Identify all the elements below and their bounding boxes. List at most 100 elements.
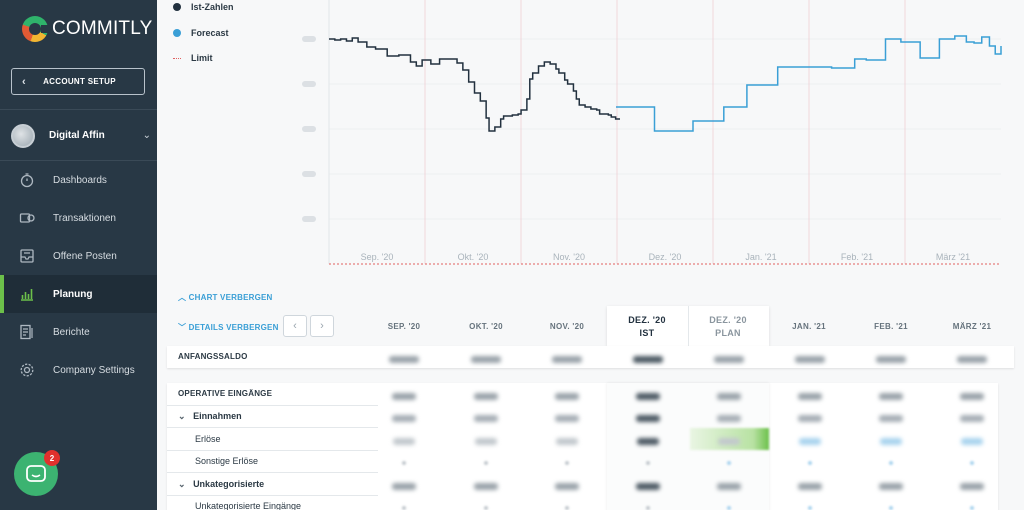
account-setup-label: ACCOUNT SETUP <box>43 77 116 86</box>
blurred-cell-value <box>889 461 893 465</box>
blurred-cell-value <box>484 506 488 510</box>
brand-logo[interactable]: COMMITLY <box>22 16 152 42</box>
row-label: Unkategorisierte <box>193 479 265 489</box>
chevron-right-icon: › <box>320 320 324 332</box>
blurred-cell-value <box>714 356 744 363</box>
blurred-cell-value <box>555 483 579 490</box>
sidebar-item-planung[interactable]: Planung <box>0 275 157 313</box>
sidebar-item-label: Berichte <box>53 326 90 338</box>
legend-label: Limit <box>191 53 213 63</box>
row-label: ANFANGSSALDO <box>178 352 248 361</box>
divider <box>167 472 378 473</box>
blurred-cell-value <box>633 356 663 363</box>
legend-item: Limit <box>173 53 213 63</box>
blurred-cell-value <box>402 461 406 465</box>
blurred-cell-value <box>961 438 983 445</box>
chart-toggle-link[interactable]: ︿ CHART VERBERGEN <box>178 292 273 303</box>
blurred-cell-value <box>879 415 903 422</box>
legend-item: Ist-Zahlen <box>173 2 234 12</box>
series-forecast-line <box>616 35 1002 132</box>
legend-swatch <box>173 3 181 11</box>
blurred-cell-value <box>970 461 974 465</box>
sidebar-item-company-settings[interactable]: Company Settings <box>0 351 157 389</box>
company-switcher[interactable]: Digital Affin ⌄ <box>11 122 157 149</box>
blurred-cell-value <box>565 461 569 465</box>
blurred-cell-value <box>646 506 650 510</box>
column-subheader: IST <box>639 328 655 338</box>
blurred-cell-value <box>727 506 731 510</box>
blurred-cell-value <box>474 415 498 422</box>
blurred-cell-value <box>646 461 650 465</box>
blurred-cell-value <box>484 461 488 465</box>
sidebar-item-dashboards[interactable]: Dashboards <box>0 161 157 199</box>
legend-item: Forecast <box>173 28 229 38</box>
blurred-cell-value <box>392 483 416 490</box>
sidebar-item-label: Company Settings <box>53 364 135 376</box>
chevron-left-icon: ‹ <box>22 75 26 88</box>
blurred-cell-value <box>795 356 825 363</box>
sidebar-item-label: Planung <box>53 288 93 300</box>
column-header: OKT. '20 <box>469 322 503 331</box>
liquidity-chart[interactable]: Sep. '20 Okt. '20 Nov. '20 Dez. '20 Jan. '21… <box>297 0 1003 270</box>
chevron-down-icon: ⌄ <box>178 479 186 489</box>
details-toggle-label: DETAILS VERBERGEN <box>188 323 279 332</box>
chevron-down-icon: ﹀ <box>178 323 187 332</box>
column-subheader: PLAN <box>715 328 741 338</box>
blurred-cell-value <box>727 461 731 465</box>
blurred-cell-value <box>636 393 660 400</box>
blurred-cell-value <box>474 393 498 400</box>
blurred-cell-value <box>392 415 416 422</box>
sidebar-item-label: Offene Posten <box>53 250 117 262</box>
divider <box>167 495 378 496</box>
blurred-cell-value <box>556 438 578 445</box>
transactions-icon <box>18 210 35 227</box>
blurred-cell-value <box>555 415 579 422</box>
blurred-cell-value <box>879 393 903 400</box>
sidebar: COMMITLY ‹ ACCOUNT SETUP Digital Affin ⌄… <box>0 0 157 510</box>
sidebar-item-transaktionen[interactable]: Transaktionen <box>0 199 157 237</box>
x-tick-label: Jan. '21 <box>745 252 776 262</box>
y-tick-label <box>302 171 316 177</box>
blurred-cell-value <box>393 438 415 445</box>
notification-badge: 2 <box>44 450 60 466</box>
divider <box>0 109 157 110</box>
y-tick-label <box>302 36 316 42</box>
chat-launcher-button[interactable]: 2 <box>14 450 60 496</box>
blurred-cell-value <box>879 483 903 490</box>
prev-period-button[interactable]: ‹ <box>283 315 307 337</box>
table-row: Sonstige Erlöse <box>195 456 259 466</box>
blurred-cell-value <box>808 461 812 465</box>
sidebar-item-label: Dashboards <box>53 174 107 186</box>
x-tick-label: Feb. '21 <box>841 252 873 262</box>
blurred-cell-value <box>717 483 741 490</box>
sidebar-item-offene-posten[interactable]: Offene Posten <box>0 237 157 275</box>
table-row-group[interactable]: ⌄ Unkategorisierte <box>178 479 264 490</box>
divider <box>688 306 689 346</box>
column-header: DEZ. '20 <box>628 315 666 325</box>
column-header: MÄRZ '21 <box>952 322 992 331</box>
column-header: NOV. '20 <box>549 322 585 331</box>
legend-swatch <box>173 29 181 37</box>
blurred-cell-value <box>636 483 660 490</box>
blurred-cell-value <box>798 415 822 422</box>
blurred-cell-value <box>957 356 987 363</box>
divider <box>0 160 157 161</box>
table-row-group[interactable]: ⌄ Einnahmen <box>178 411 242 422</box>
details-toggle-link[interactable]: ﹀ DETAILS VERBERGEN <box>178 322 279 333</box>
x-tick-label: Okt. '20 <box>458 252 489 262</box>
account-setup-button[interactable]: ‹ ACCOUNT SETUP <box>11 68 145 95</box>
blurred-cell-value <box>799 438 821 445</box>
x-tick-label: März '21 <box>936 252 970 262</box>
next-period-button[interactable]: › <box>310 315 334 337</box>
sidebar-item-label: Transaktionen <box>53 212 116 224</box>
blurred-cell-value <box>889 506 893 510</box>
stopwatch-icon <box>18 172 35 189</box>
blurred-cell-value <box>471 356 501 363</box>
blurred-cell-value <box>389 356 419 363</box>
chevron-down-icon: ⌄ <box>142 130 151 141</box>
sidebar-item-berichte[interactable]: Berichte <box>0 313 157 351</box>
divider <box>167 405 378 406</box>
brand-name: COMMITLY <box>52 18 153 39</box>
chevron-up-icon: ︿ <box>178 293 187 302</box>
chart-svg: Sep. '20 Okt. '20 Nov. '20 Dez. '20 Jan. '21… <box>302 0 1002 265</box>
